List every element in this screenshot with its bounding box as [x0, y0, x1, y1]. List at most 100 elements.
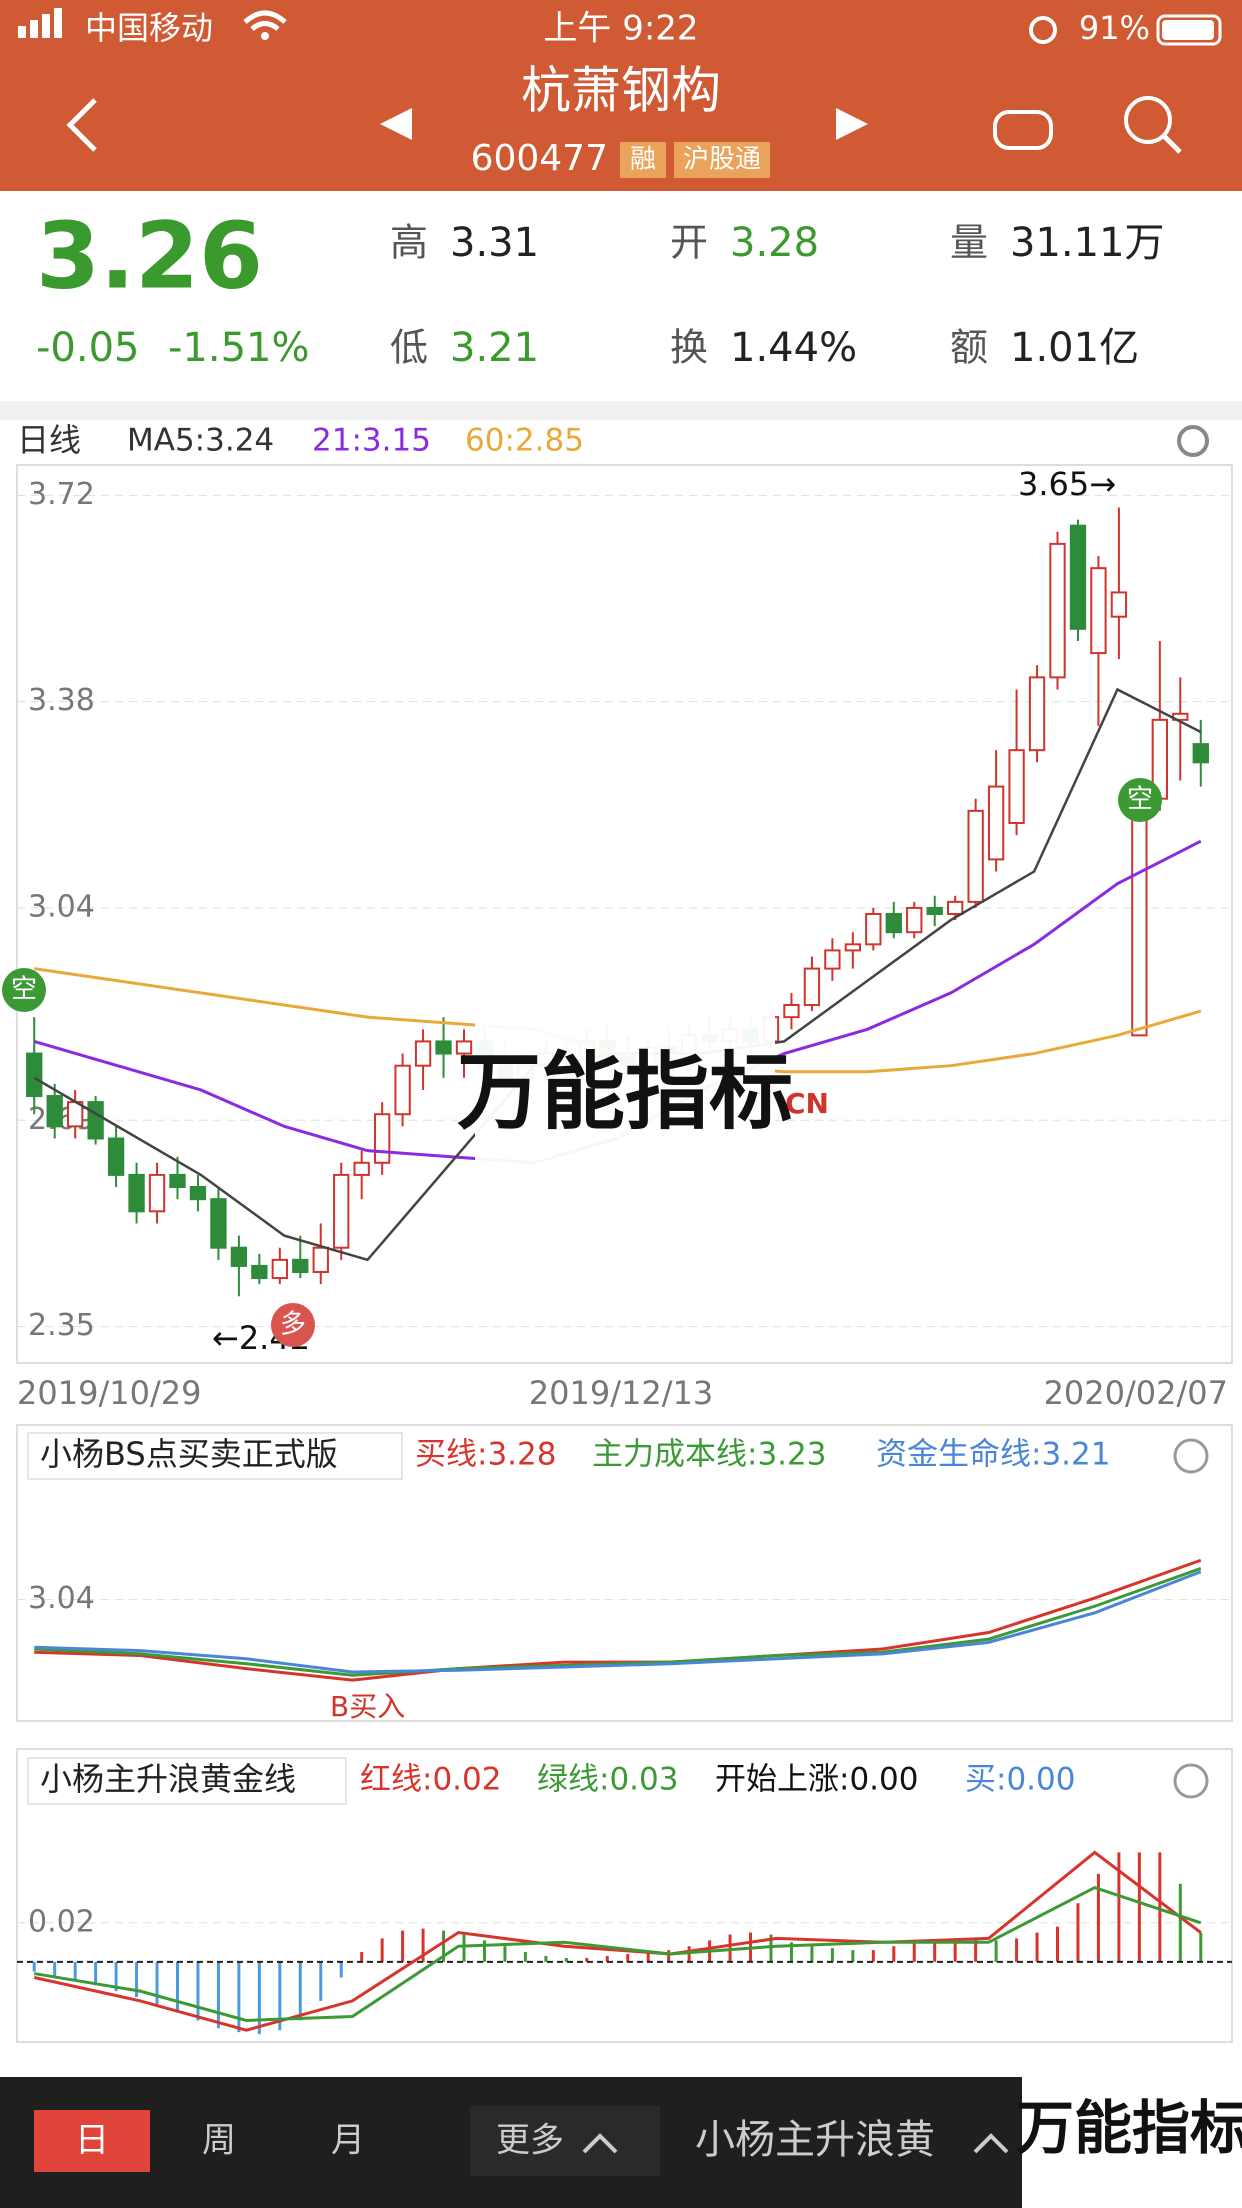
candle-body	[844, 943, 862, 952]
badge-text: 沪股通	[683, 145, 761, 175]
indicator-label: 买线:3.28	[415, 1437, 556, 1473]
ma-label: MA5:3.24	[127, 423, 274, 459]
tab[interactable]: 月	[331, 2121, 365, 2161]
field-value: 1.44%	[730, 325, 857, 371]
signal-icon	[54, 8, 62, 38]
candle-body	[148, 1173, 166, 1213]
chevron	[582, 2133, 618, 2154]
indicator-label: 资金生命线:3.21	[876, 1437, 1110, 1473]
watermark-box	[475, 1005, 775, 1185]
badge-text: 融	[630, 145, 656, 175]
search-button[interactable]	[1124, 96, 1172, 144]
candle-body	[865, 913, 882, 946]
candle-body	[373, 1113, 391, 1164]
settings-button[interactable]	[1177, 425, 1209, 457]
field-value: 3.21	[450, 325, 539, 371]
change-pct: -1.51%	[168, 325, 310, 371]
field-value: 31.11万	[1010, 220, 1165, 266]
indicator1-name: 小杨BS点买卖正式版	[40, 1435, 338, 1473]
candle-body	[87, 1101, 104, 1140]
candle-body	[230, 1246, 248, 1267]
wifi-icon	[243, 10, 287, 31]
candle-body	[803, 967, 821, 1007]
y-tick-label: 3.38	[28, 683, 95, 718]
kline-frame	[16, 464, 1233, 1364]
tab[interactable]: 日	[75, 2121, 109, 2161]
prev-stock[interactable]	[380, 108, 412, 140]
indicator-line	[34, 1570, 1202, 1674]
badge	[674, 142, 770, 178]
candle-body	[107, 1137, 125, 1176]
candle-body	[189, 1186, 207, 1201]
help-button[interactable]	[1173, 1763, 1209, 1799]
field-label: 开	[670, 221, 708, 265]
high-label: 3.65→	[1018, 465, 1116, 503]
tab[interactable]: 周	[202, 2121, 236, 2161]
buy-tag: CN	[785, 1087, 829, 1120]
indicator-label: 绿线:0.03	[537, 1762, 678, 1798]
indicator1-name-box[interactable]	[27, 1432, 403, 1480]
candle-body	[353, 1161, 370, 1176]
tab-active[interactable]	[34, 2110, 150, 2172]
candle-body	[1008, 749, 1025, 824]
robot-button[interactable]	[993, 110, 1053, 150]
signal-text: 多	[280, 1310, 306, 1340]
candle-body	[1110, 591, 1128, 618]
y-tick-label: 2.35	[28, 1308, 95, 1343]
field-value: 1.01亿	[1010, 325, 1139, 371]
candle-body	[312, 1246, 329, 1273]
indicator-line	[33, 1885, 1202, 2022]
watermark-box	[1022, 2050, 1242, 2208]
candle-body	[169, 1173, 186, 1189]
stock-name: 杭萧钢构	[521, 62, 721, 120]
stock-code: 600477	[471, 138, 608, 179]
field-label: 量	[950, 221, 988, 265]
indicator-line	[34, 1558, 1202, 1682]
candle-body	[926, 906, 943, 916]
field-value: 3.31	[450, 220, 539, 266]
indicator-label: 买:0.00	[965, 1762, 1075, 1798]
signal-icon	[30, 20, 38, 38]
buy-label: B买入	[330, 1690, 405, 1723]
candle-body	[46, 1095, 63, 1128]
separator	[0, 401, 1242, 420]
back-button[interactable]	[66, 98, 97, 152]
watermark: 万能指标	[1016, 2094, 1242, 2162]
field-label: 换	[670, 326, 708, 370]
indicator2-name-box[interactable]	[27, 1757, 347, 1805]
more-box[interactable]	[470, 2106, 660, 2176]
battery-text: 91%	[1079, 9, 1150, 47]
y-tick-label: 3.04	[28, 889, 95, 924]
candle-body	[333, 1173, 350, 1249]
candle-body	[271, 1258, 288, 1280]
x-tick-label: 2019/10/29	[17, 1374, 201, 1412]
clock: 上午 9:22	[543, 9, 698, 49]
signal-marker	[2, 968, 46, 1012]
carrier: 中国移动	[85, 9, 213, 47]
y-tick-label: 3.72	[28, 477, 95, 512]
signal-text: 空	[1127, 785, 1153, 815]
tab[interactable]: 更多	[496, 2121, 564, 2161]
watermark: 万能指标	[457, 1043, 793, 1141]
y-tick-label: 0.02	[28, 1904, 95, 1939]
search-button[interactable]	[1162, 134, 1182, 154]
candle-body	[967, 809, 984, 903]
candle-body	[414, 1040, 432, 1067]
candle-body	[435, 1040, 452, 1055]
indicator2-name: 小杨主升浪黄金线	[40, 1760, 296, 1798]
next-stock[interactable]	[836, 108, 868, 140]
wifi-icon	[261, 32, 269, 40]
x-tick-label: 2019/12/13	[529, 1374, 713, 1412]
field-label: 高	[390, 221, 428, 265]
signal-icon	[42, 14, 50, 38]
indicator-tab[interactable]: 小杨主升浪黄	[695, 2117, 935, 2163]
signal-icon	[18, 26, 26, 38]
ma-label: 60:2.85	[465, 423, 584, 459]
period: 日线	[17, 421, 81, 459]
help-button[interactable]	[1173, 1438, 1209, 1474]
signal-marker	[1118, 778, 1162, 822]
field-value: 3.28	[730, 220, 819, 266]
change: -0.05	[36, 325, 140, 371]
candle-body	[128, 1173, 145, 1213]
